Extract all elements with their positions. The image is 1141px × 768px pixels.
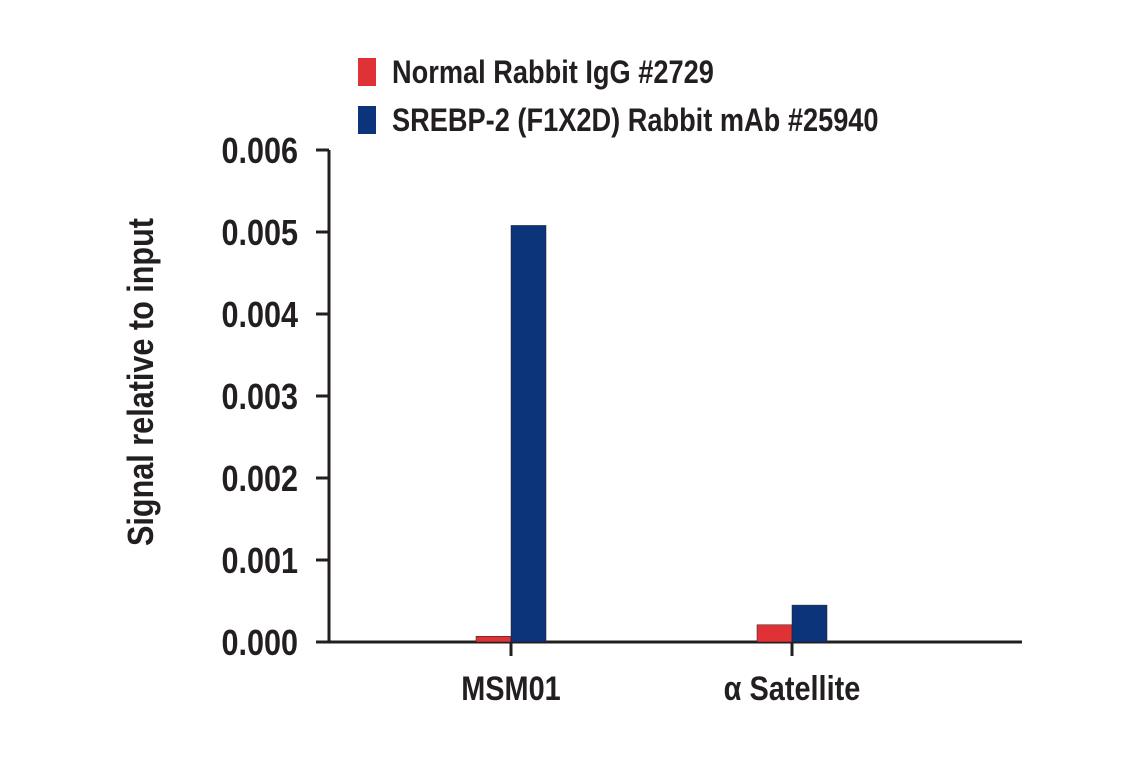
legend-swatch	[358, 58, 376, 86]
y-tick-label: 0.004	[221, 296, 298, 336]
bar-srebp2-0	[510, 225, 547, 643]
axes: 0.000 0.001 0.002 0.003 0.004 0.005 0.006 MSM01…	[221, 132, 1022, 708]
bars	[475, 225, 828, 643]
y-tick-label: 0.002	[221, 460, 298, 500]
y-tick-label: 0.006	[221, 132, 298, 172]
x-tick-label: MSM01	[461, 669, 561, 708]
y-axis-label: Signal relative to input	[122, 218, 162, 546]
x-tick-label: α Satellite	[724, 669, 861, 708]
legend: Normal Rabbit IgG #2729 SREBP-2 (F1X2D) R…	[358, 55, 879, 139]
bar-igg-1	[756, 624, 793, 643]
y-tick-label: 0.005	[221, 214, 298, 254]
bar-igg-0	[475, 636, 512, 643]
y-tick-label: 0.003	[221, 378, 298, 418]
legend-swatch	[358, 106, 376, 134]
bar-srebp2-1	[791, 604, 828, 643]
y-tick-label: 0.001	[221, 542, 298, 582]
legend-label: SREBP-2 (F1X2D) Rabbit mAb #25940	[392, 103, 879, 139]
legend-label: Normal Rabbit IgG #2729	[392, 55, 714, 91]
y-tick-label: 0.000	[221, 624, 298, 664]
